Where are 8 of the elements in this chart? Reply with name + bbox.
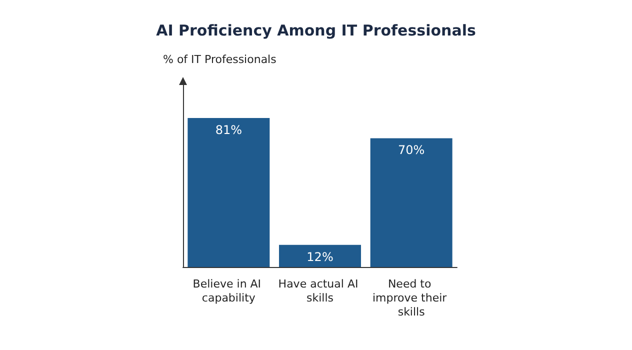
- y-axis-title: % of IT Professionals: [163, 53, 277, 66]
- x-tick-label: Believe in AI capability: [192, 278, 265, 304]
- x-tick-label: Have actual AI skills: [278, 278, 362, 304]
- chart-title: AI Proficiency Among IT Professionals: [156, 22, 476, 40]
- data-label: 70%: [398, 143, 425, 158]
- x-tick-label: Need to improve their skills: [372, 278, 450, 318]
- data-label: 81%: [215, 122, 242, 137]
- data-label: 12%: [306, 250, 334, 264]
